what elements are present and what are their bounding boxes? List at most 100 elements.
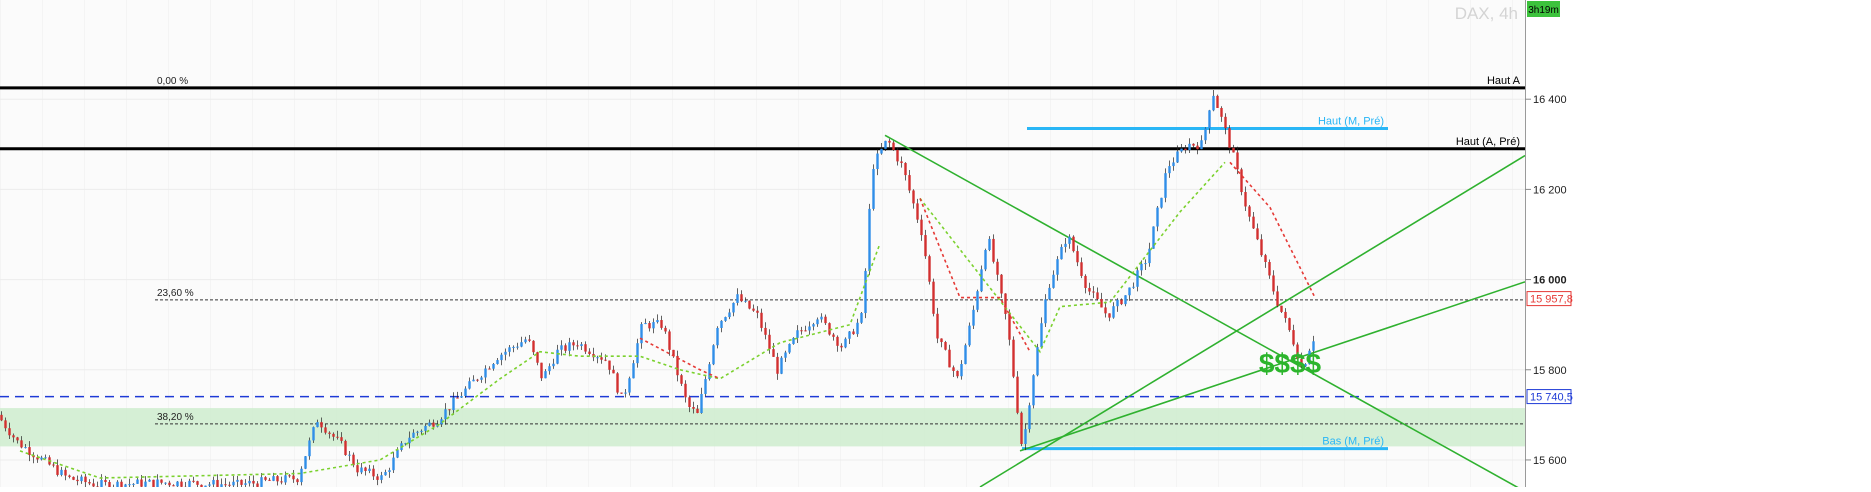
candle-body <box>652 322 654 328</box>
candle-body <box>1116 300 1118 306</box>
haut-a-label: Haut A <box>1487 75 1521 87</box>
candle-body <box>588 352 590 354</box>
candle-body <box>952 367 954 371</box>
candle-body <box>8 428 10 435</box>
candle-body <box>980 269 982 291</box>
axis-tick-label: 16 400 <box>1533 94 1567 106</box>
candle-body <box>196 481 198 485</box>
candle-body <box>864 271 866 313</box>
candle-body <box>308 440 310 456</box>
candle-body <box>320 422 322 427</box>
candle-body <box>720 321 722 328</box>
candle-body <box>1292 330 1294 344</box>
candle-body <box>1156 208 1158 227</box>
candle-body <box>1204 128 1206 140</box>
candle-body <box>832 335 834 337</box>
candle-body <box>72 477 74 480</box>
candle-body <box>508 347 510 352</box>
candle-body <box>56 465 58 475</box>
candle-body <box>872 169 874 209</box>
candle-body <box>108 482 110 487</box>
candle-body <box>600 357 602 359</box>
candle-body <box>628 378 630 392</box>
candle-body <box>1140 264 1142 271</box>
candle-body <box>336 437 338 438</box>
candle-body <box>756 311 758 313</box>
price-tag-label: 15 957,8 <box>1530 294 1573 306</box>
candle-body <box>368 469 370 471</box>
candle-body <box>372 469 374 477</box>
candle-body <box>764 328 766 335</box>
candle-body <box>632 363 634 378</box>
candle-body <box>1056 259 1058 275</box>
candle-body <box>1028 405 1030 429</box>
candle-body <box>1000 275 1002 294</box>
candle-body <box>60 470 62 475</box>
candle-body <box>1232 148 1234 153</box>
candle-body <box>504 352 506 355</box>
candle-body <box>944 342 946 350</box>
candle-body <box>256 483 258 486</box>
candle-body <box>696 409 698 413</box>
candle-body <box>464 389 466 396</box>
candle-body <box>1180 149 1182 152</box>
candle-body <box>1192 144 1194 146</box>
candle-body <box>292 476 294 480</box>
candle-body <box>704 379 706 394</box>
candle-body <box>724 317 726 321</box>
candle-body <box>912 190 914 203</box>
candle-body <box>1136 270 1138 286</box>
candle-body <box>1224 117 1226 128</box>
candle-body <box>1184 149 1186 150</box>
candle-body <box>1112 306 1114 317</box>
candle-body <box>532 341 534 352</box>
candle-body <box>488 369 490 370</box>
candle-body <box>264 477 266 480</box>
candle-body <box>212 480 214 484</box>
candle-body <box>268 480 270 481</box>
candle-body <box>1268 262 1270 275</box>
candle-body <box>876 154 878 169</box>
candle-body <box>512 347 514 348</box>
candle-body <box>288 475 290 476</box>
candle-body <box>1132 287 1134 288</box>
candle-body <box>452 398 454 410</box>
candle-body <box>248 481 250 483</box>
candle-body <box>740 294 742 301</box>
candle-body <box>1164 173 1166 198</box>
candle-body <box>104 480 106 482</box>
haut-m-pre-label: Haut (M, Pré) <box>1318 116 1384 128</box>
candle-body <box>316 422 318 427</box>
candle-body <box>528 339 530 340</box>
candle-body <box>52 465 54 466</box>
candle-body <box>1196 146 1198 150</box>
candle-body <box>540 363 542 379</box>
candle-body <box>824 317 826 323</box>
candle-body <box>120 482 122 487</box>
candle-body <box>896 150 898 161</box>
candle-body <box>576 345 578 346</box>
candle-body <box>892 143 894 150</box>
candle-body <box>44 457 46 458</box>
candle-body <box>780 358 782 374</box>
candle-body <box>1212 96 1214 110</box>
candle-body <box>360 468 362 473</box>
candle-body <box>236 480 238 482</box>
candle-body <box>468 381 470 388</box>
candle-body <box>596 357 598 358</box>
candle-body <box>604 360 606 361</box>
candle-body <box>936 314 938 339</box>
candle-body <box>176 482 178 487</box>
candle-body <box>332 434 334 437</box>
candle-body <box>884 141 886 149</box>
candle-body <box>1148 249 1150 263</box>
candle-body <box>472 380 474 382</box>
candle-body <box>960 364 962 376</box>
candle-body <box>988 239 990 250</box>
candle-body <box>260 477 262 487</box>
candle-body <box>420 431 422 432</box>
candle-body <box>804 330 806 331</box>
candle-body <box>364 468 366 471</box>
